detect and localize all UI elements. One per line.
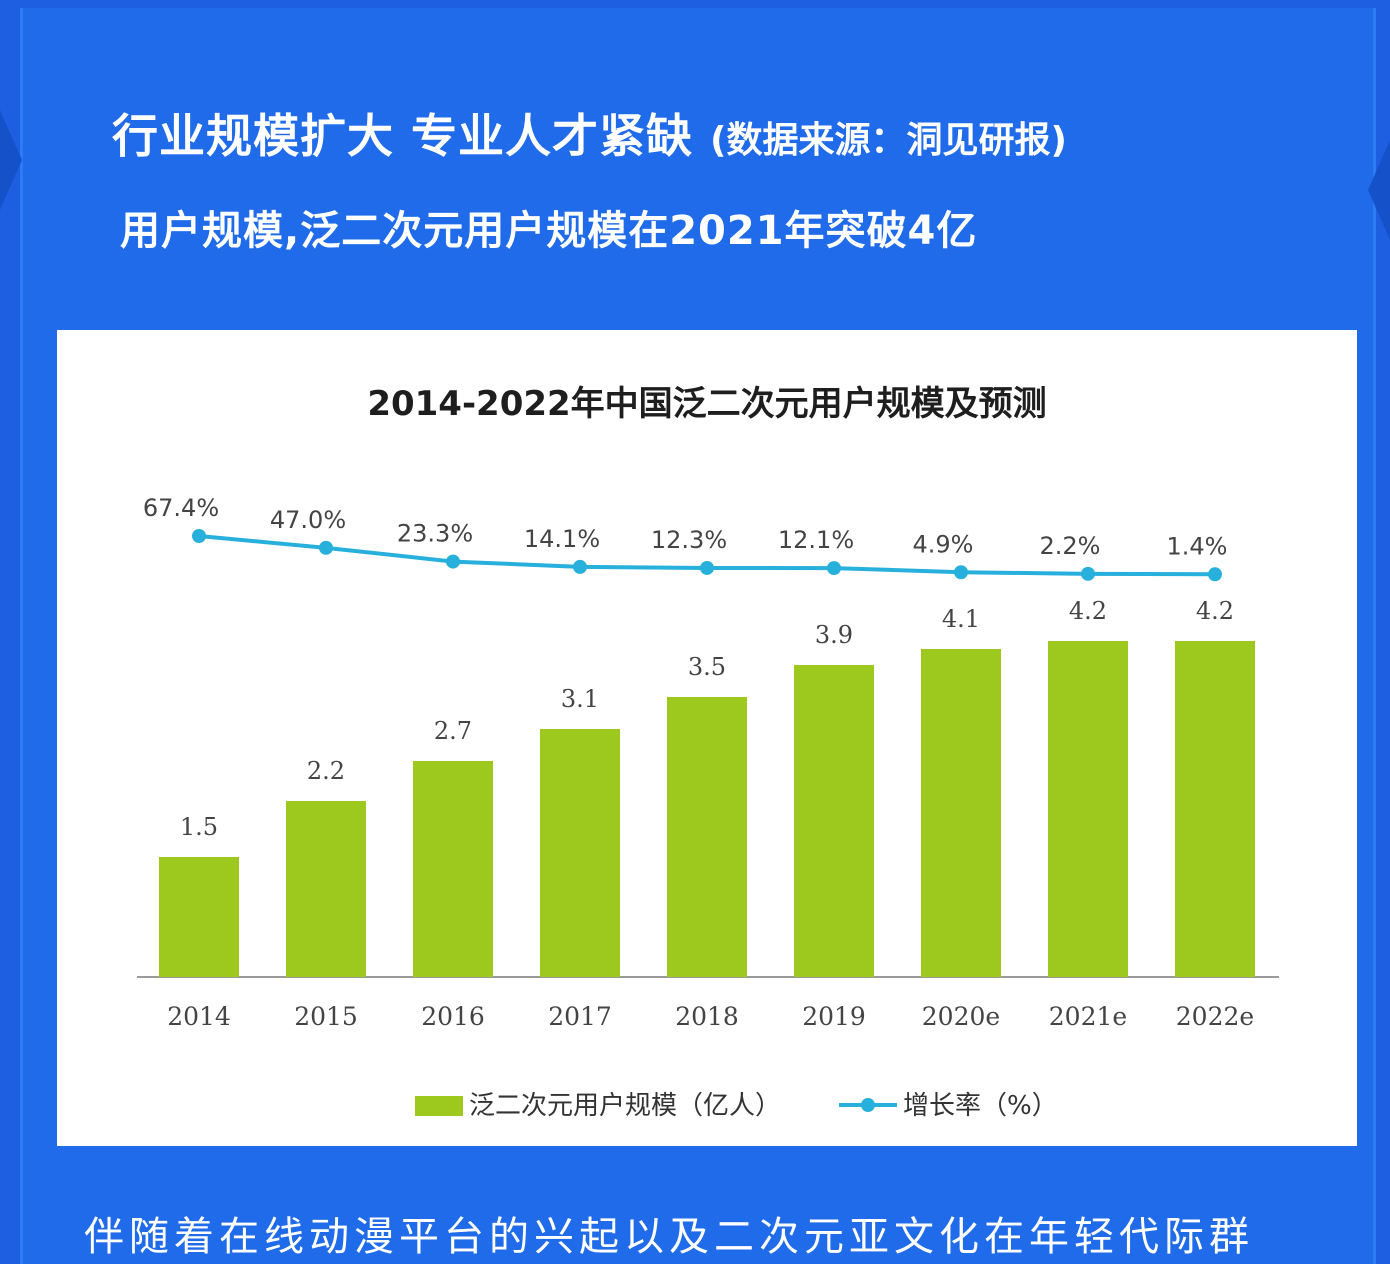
growth-label-2017: 14.1% (524, 525, 600, 553)
headline-main: 行业规模扩大 专业人才紧缺 (112, 109, 694, 163)
bar-label-2021e: 4.2 (1069, 597, 1107, 625)
legend-line-label: 增长率（%） (903, 1091, 1058, 1121)
growth-label-2020e: 4.9% (913, 530, 974, 558)
x-tick-label-2015: 2015 (294, 1002, 358, 1031)
frame-notch-left (0, 110, 22, 210)
x-tick-label-2017: 2017 (548, 1002, 612, 1031)
legend-bar-label: 泛二次元用户规模（亿人） (469, 1091, 781, 1121)
x-tick-label-2022e: 2022e (1176, 1002, 1254, 1031)
bar-2021e (1048, 641, 1128, 977)
growth-point-2016 (446, 554, 460, 569)
growth-label-2014: 67.4% (143, 494, 219, 522)
bar-label-2015: 2.2 (307, 757, 345, 785)
x-tick-label-2019: 2019 (802, 1002, 866, 1031)
headline: 行业规模扩大 专业人才紧缺 (数据来源：洞见研报) (112, 100, 1067, 166)
x-tick-label-2016: 2016 (421, 1002, 485, 1031)
chart-panel: 2014-2022年中国泛二次元用户规模及预测 1.5 2014 2.2 2015 2.… (57, 330, 1357, 1146)
growth-label-2022e: 1.4% (1167, 532, 1228, 560)
bar-2014 (159, 857, 239, 977)
x-tick-label-2018: 2018 (675, 1002, 739, 1031)
bar-label-2020e: 4.1 (942, 605, 980, 633)
bar-label-2018: 3.5 (688, 653, 726, 681)
x-tick-label-2020e: 2020e (922, 1002, 1000, 1031)
bar-2020e (921, 649, 1001, 977)
bar-label-2017: 3.1 (561, 685, 599, 713)
growth-point-2019 (827, 561, 841, 576)
bar-2016 (413, 761, 493, 977)
bar-2015 (286, 801, 366, 977)
x-tick-label-2014: 2014 (167, 1002, 231, 1031)
legend-line-marker (861, 1098, 875, 1112)
x-tick-label-2021e: 2021e (1049, 1002, 1127, 1031)
bar-2022e (1175, 641, 1255, 977)
growth-point-2014 (192, 529, 206, 543)
growth-point-2017 (573, 559, 587, 574)
chart-svg: 1.5 2014 2.2 2015 2.7 2016 3.1 2017 3.5 2018 3.9 20… (137, 494, 1279, 1121)
bar-label-2019: 3.9 (815, 621, 853, 649)
frame-notch-right (1368, 140, 1390, 240)
growth-label-2019: 12.1% (778, 526, 854, 554)
growth-point-2018 (700, 560, 714, 575)
growth-point-2020e (954, 565, 968, 580)
bar-label-2016: 2.7 (434, 717, 472, 745)
headline-source: (数据来源：洞见研报) (710, 120, 1067, 161)
chart-title: 2014-2022年中国泛二次元用户规模及预测 (367, 384, 1047, 424)
bar-2017 (540, 729, 620, 977)
bar-2019 (794, 665, 874, 977)
growth-label-2021e: 2.2% (1040, 532, 1101, 560)
growth-label-2016: 23.3% (397, 520, 473, 548)
growth-label-2018: 12.3% (651, 526, 727, 554)
growth-label-2015: 47.0% (270, 506, 346, 534)
legend-bar-swatch (415, 1096, 463, 1116)
growth-point-2021e (1081, 566, 1095, 581)
growth-point-2022e (1208, 567, 1222, 582)
subheadline: 用户规模,泛二次元用户规模在2021年突破4亿 (120, 208, 978, 254)
bar-label-2022e: 4.2 (1196, 597, 1234, 625)
footer-text: 伴随着在线动漫平台的兴起以及二次元亚文化在年轻代际群 (84, 1214, 1254, 1260)
bar-label-2014: 1.5 (180, 813, 218, 841)
bar-2018 (667, 697, 747, 977)
growth-point-2015 (319, 540, 333, 555)
